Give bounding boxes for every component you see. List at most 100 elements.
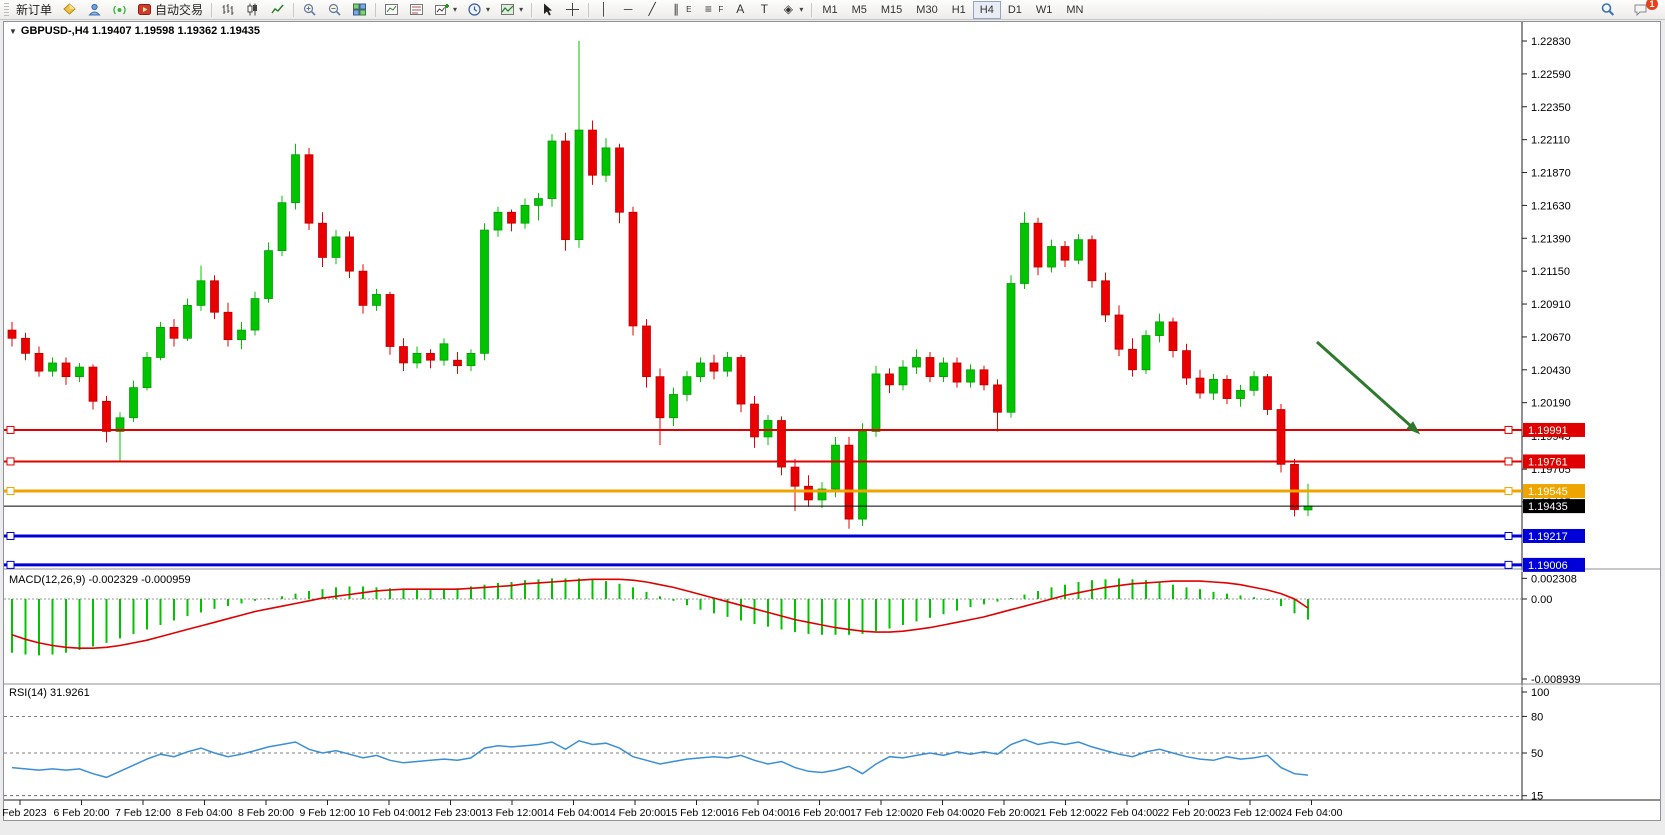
candle <box>358 270 368 306</box>
candle <box>871 373 881 432</box>
cursor-tool-button[interactable] <box>535 1 560 19</box>
line-handle[interactable] <box>6 425 15 434</box>
candle <box>34 352 44 372</box>
svg-text:1.20910: 1.20910 <box>1531 299 1571 311</box>
templates-button[interactable]: ▾ <box>495 1 528 19</box>
timeframe-D1[interactable]: D1 <box>1007 3 1022 16</box>
candle <box>223 311 233 341</box>
signals-button[interactable] <box>107 1 132 19</box>
svg-text:1.21150: 1.21150 <box>1531 266 1570 278</box>
horizontal-line-1.19006[interactable]: 1.19006 <box>4 557 1585 572</box>
candle <box>183 305 192 339</box>
line-handle[interactable] <box>6 531 15 540</box>
timeframe-M30[interactable]: M30 <box>916 3 938 16</box>
price-line-label <box>1523 484 1585 499</box>
svg-text:1.19006: 1.19006 <box>1528 560 1568 572</box>
horizontal-line-tool-button[interactable]: ─ <box>616 1 640 19</box>
line-chart-style-button[interactable] <box>265 1 290 19</box>
candle <box>723 357 732 372</box>
timeframe-M5[interactable]: M5 <box>851 3 867 16</box>
candle <box>1263 376 1272 410</box>
timeframe-MN[interactable]: MN <box>1066 3 1084 16</box>
svg-text:50: 50 <box>1531 748 1543 760</box>
line-handle[interactable] <box>1504 425 1513 434</box>
shapes-tool-button[interactable]: ◈ ▾ <box>776 1 808 19</box>
svg-text:1.19761: 1.19761 <box>1528 456 1568 468</box>
notifications-button[interactable]: 1 <box>1628 0 1658 19</box>
svg-text:1.22110: 1.22110 <box>1531 135 1570 147</box>
periods-button[interactable]: ▾ <box>462 1 495 19</box>
auto-trading-icon <box>138 4 152 15</box>
channel-tool-button[interactable]: ∥ E <box>664 1 696 19</box>
line-handle[interactable] <box>6 457 15 466</box>
svg-text:8 Feb 04:00: 8 Feb 04:00 <box>176 807 232 819</box>
line-handle[interactable] <box>1504 457 1513 466</box>
svg-text:9 Feb 12:00: 9 Feb 12:00 <box>299 807 355 819</box>
horizontal-line-1.19435[interactable]: 1.19435 <box>4 499 1585 514</box>
svg-text:22 Feb 20:00: 22 Feb 20:00 <box>1158 807 1220 819</box>
trend-arrow-annotation[interactable] <box>1315 340 1421 435</box>
candle <box>21 337 30 354</box>
chart-symbol-title[interactable]: ▼ GBPUSD-,H4 1.19407 1.19598 1.19362 1.19… <box>9 25 260 37</box>
candle <box>426 352 435 361</box>
new-order-button[interactable]: 新订单 <box>11 1 57 19</box>
candle <box>453 359 462 367</box>
line-chart-icon <box>271 4 284 14</box>
trendline-tool-button[interactable]: ╱ <box>640 1 664 19</box>
collapse-triangle-icon[interactable]: ▼ <box>9 27 17 36</box>
line-handle[interactable] <box>6 560 15 569</box>
line-handle[interactable] <box>1504 487 1513 496</box>
candle <box>277 202 287 251</box>
trendline-icon: ╱ <box>648 2 656 16</box>
data-window-button[interactable] <box>379 1 404 19</box>
horizontal-line-1.19217[interactable]: 1.19217 <box>4 528 1585 543</box>
search-button[interactable] <box>1595 1 1620 19</box>
crosshair-icon <box>566 3 580 16</box>
horizontal-line-1.19761[interactable]: 1.19761 <box>4 454 1585 469</box>
candle <box>291 154 300 204</box>
line-handle[interactable] <box>1504 560 1513 569</box>
toolbar-grip[interactable] <box>4 2 9 17</box>
indicator-list-button[interactable] <box>404 1 429 19</box>
horizontal-line-1.19991[interactable]: 1.19991 <box>4 422 1585 437</box>
candle <box>385 294 395 347</box>
zoom-in-button[interactable] <box>297 1 322 19</box>
svg-text:1.19435: 1.19435 <box>1528 501 1568 513</box>
horizontal-line-1.19545[interactable]: 1.19545 <box>4 484 1585 499</box>
line-handle[interactable] <box>1504 531 1513 540</box>
timeframe-W1[interactable]: W1 <box>1035 3 1053 16</box>
add-indicator-icon <box>435 4 450 15</box>
text-tool-button[interactable]: A <box>728 1 752 19</box>
add-indicator-button[interactable]: ▾ <box>429 1 462 19</box>
candlestick-style-button[interactable] <box>240 1 265 19</box>
bar-chart-style-button[interactable] <box>215 1 240 19</box>
layouts-button[interactable] <box>57 1 82 19</box>
tile-windows-icon <box>353 3 367 16</box>
svg-text:80: 80 <box>1531 711 1543 723</box>
templates-caret: ▾ <box>519 5 524 14</box>
line-handle[interactable] <box>6 487 15 496</box>
tile-windows-button[interactable] <box>347 1 372 19</box>
time-axis: 6 Feb 2023 6 Feb 20:00 7 Feb 12:00 8 Feb 04… <box>0 800 1343 819</box>
fibonacci-tool-button[interactable]: ≡ F <box>696 1 728 19</box>
svg-text:16 Feb 04:00: 16 Feb 04:00 <box>727 807 789 819</box>
vertical-line-tool-button[interactable]: │ <box>592 1 616 19</box>
candle <box>1155 321 1164 336</box>
candle <box>210 280 219 313</box>
candle <box>817 488 827 501</box>
timeframe-H1[interactable]: H1 <box>951 3 966 16</box>
svg-text:0.00: 0.00 <box>1531 594 1552 606</box>
zoom-in-icon <box>303 3 316 16</box>
crosshair-tool-button[interactable] <box>560 1 585 19</box>
profile-button[interactable] <box>82 1 107 19</box>
timeframe-H4[interactable]: H4 <box>972 0 1001 19</box>
text-label-tool-button[interactable]: T <box>752 1 776 19</box>
timeframe-M15[interactable]: M15 <box>880 3 903 16</box>
zoom-out-button[interactable] <box>322 1 347 19</box>
timeframe-group: M1 M5 M15 M30 H1 H4 D1 W1 MN <box>815 0 1090 19</box>
auto-trading-button[interactable]: 自动交易 <box>132 1 208 19</box>
candle <box>912 357 921 368</box>
svg-text:15 Feb 12:00: 15 Feb 12:00 <box>666 807 728 819</box>
timeframe-M1[interactable]: M1 <box>822 3 838 16</box>
